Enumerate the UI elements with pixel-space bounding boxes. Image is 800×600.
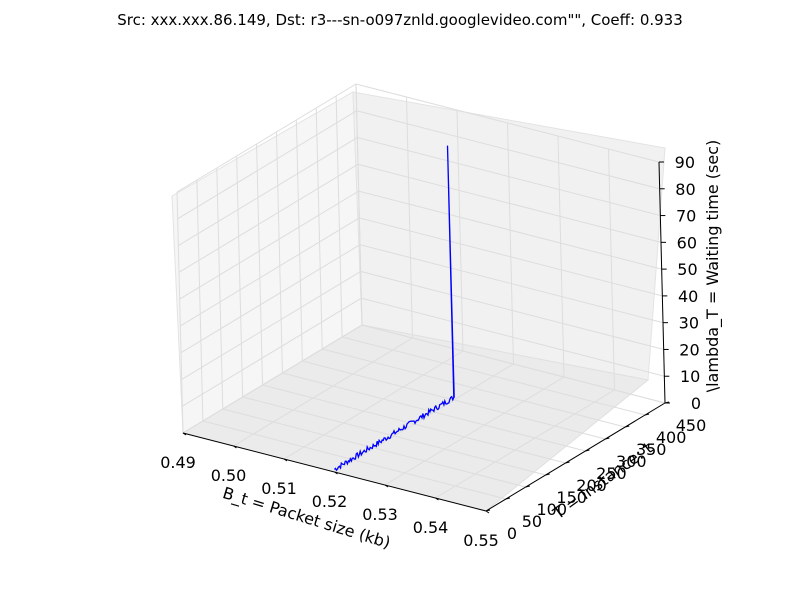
z-grid-line [176,83,660,193]
x-tick-label: 0.54 [413,518,449,537]
x-grid-line [406,96,413,339]
z-tick-label: 10 [680,367,700,386]
y-tick-label: 150 [556,488,587,507]
x-grid-line [435,389,615,499]
z-grid-line [179,190,662,300]
y-tick-label: 50 [522,512,542,531]
z-grid-line [181,270,664,380]
y-tick-mark [545,473,550,476]
x-grid-line [557,135,565,378]
y-grid-line [302,360,606,440]
y-tick-mark [525,485,530,488]
y-grid-line [256,143,264,386]
z-grid-line [182,324,666,434]
y-tick-mark [485,509,491,512]
x-grid-line [384,376,565,486]
x-grid-line [283,350,464,460]
y-tick-label: 300 [616,452,647,471]
z-tick-label: 90 [675,153,695,172]
y-tick-label: 0 [507,524,517,543]
z-grid-line [180,244,664,354]
z-axis-line [658,161,666,404]
y-grid-line [222,408,526,488]
z-tick-label: 50 [677,260,697,279]
x-grid-line [456,109,464,352]
x-tick-label: 0.50 [211,466,247,485]
z-tick-label: 0 [691,394,701,413]
y-grid-line [322,348,626,428]
y-tick-label: 350 [636,440,667,459]
y-tick-mark [565,461,570,464]
z-grid-line [180,217,663,327]
x-tick-mark [334,471,338,475]
x-tick-label: 0.52 [312,492,348,511]
x-tick-mark [435,497,439,501]
x-tick-mark [233,445,237,449]
y-tick-label: 450 [676,416,707,435]
y-tick-mark [605,437,610,440]
series-line [333,145,455,472]
y-tick-label: 200 [576,476,607,495]
x-tick-label: 0.51 [261,479,297,498]
z-tick-label: 60 [677,233,697,252]
x-tick-mark [384,484,389,488]
grid-lines [176,83,666,512]
z-tick-label: 70 [676,207,696,226]
x-grid-line [608,148,615,391]
y-axis-line [485,402,666,512]
axes: 0.490.500.510.520.530.540.55 050100150200… [160,153,706,550]
z-grid-line [182,297,665,407]
x-grid-line [507,122,514,365]
y-grid-line [315,107,323,350]
z-grid-line [177,110,660,220]
y-tick-mark [644,413,650,416]
y-tick-label: 100 [537,500,568,519]
y-tick-label: 250 [596,464,627,483]
y-grid-line [275,131,283,374]
y-grid-line [335,95,343,338]
y-grid-line [355,83,363,326]
chart-title: Src: xxx.xxx.86.149, Dst: r3---sn-o097zn… [117,11,683,29]
x-tick-label: 0.55 [463,531,499,550]
x-grid-line [233,337,413,447]
y-grid-line [196,179,204,422]
y-tick-mark [625,425,630,428]
z-grid-line [178,163,662,273]
data-layer [333,145,455,472]
y-tick-mark [585,449,590,452]
x-tick-mark [182,432,187,436]
y-axis-label: T = Instance: t [549,438,657,523]
z-axis-label: \lambda_T = Waiting time (sec) [703,140,723,393]
x-tick-label: 0.53 [362,505,398,524]
y-grid-line [216,167,224,410]
z-tick-label: 80 [675,180,695,199]
y-grid-line [202,420,507,500]
z-tick-label: 20 [679,340,699,359]
y-tick-label: 400 [656,428,687,447]
y-grid-line [262,384,566,464]
x-tick-label: 0.49 [160,453,196,472]
x-tick-mark [283,458,288,462]
y-grid-line [176,191,184,434]
y-tick-mark [505,497,511,500]
y-grid-line [236,155,244,398]
y-grid-line [242,396,546,476]
y-grid-line [295,119,303,362]
y-grid-line [341,336,646,416]
z-tick-label: 40 [678,287,698,306]
z-grid-line [178,137,661,246]
z-tick-label: 30 [679,314,699,333]
